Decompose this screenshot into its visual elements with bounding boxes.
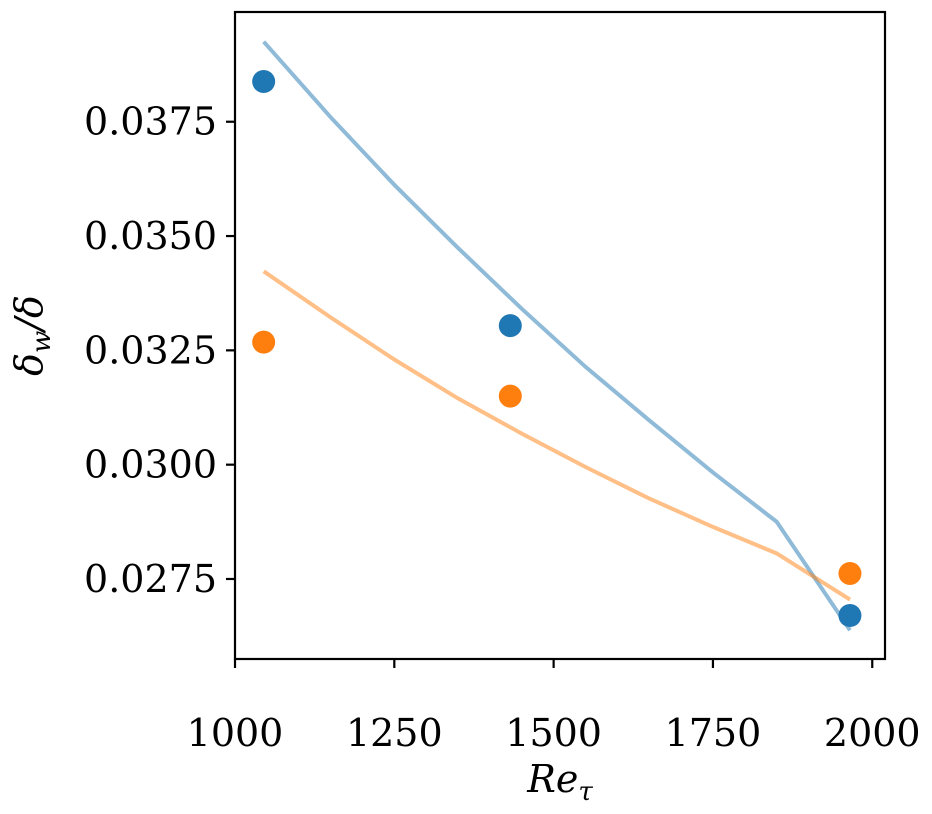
y-axis-label-sub: w [27,331,57,353]
y-axis-label: δw/δ [7,295,57,376]
x-axis-label-sub: τ [578,777,593,807]
data-point-series-2 [498,384,522,408]
data-point-series-2 [252,330,276,354]
data-point-series-1 [838,604,862,628]
x-axis-label-base: Re [526,757,578,801]
fit-curve-2 [262,269,852,602]
data-point-series-1 [498,314,522,338]
data-point-series-2 [838,561,862,585]
y-axis-label-rest: /δ [7,295,51,335]
x-tick-label: 1000 [187,711,284,755]
x-tick-label: 1500 [505,711,602,755]
x-tick-label: 1750 [665,711,762,755]
x-tick-label: 1250 [346,711,443,755]
y-tick-label: 0.0375 [84,100,217,144]
y-axis-label-base: δ [7,353,51,376]
y-tick-label: 0.0325 [84,328,217,372]
fit-lines [262,40,852,632]
y-axis-ticks: 0.0275 0.0300 0.0325 0.0350 0.0375 [84,100,235,601]
y-tick-label: 0.0300 [84,443,217,487]
x-axis-label: Reτ [526,757,593,807]
y-tick-label: 0.0350 [84,214,217,258]
x-axis-ticks: 1000 1250 1500 1750 2000 [187,659,921,755]
fit-curve-1 [262,40,852,632]
y-tick-label: 0.0275 [84,557,217,601]
plot-frame [233,10,887,661]
data-points [252,70,862,628]
x-tick-label: 2000 [824,711,921,755]
data-point-series-1 [252,70,276,94]
